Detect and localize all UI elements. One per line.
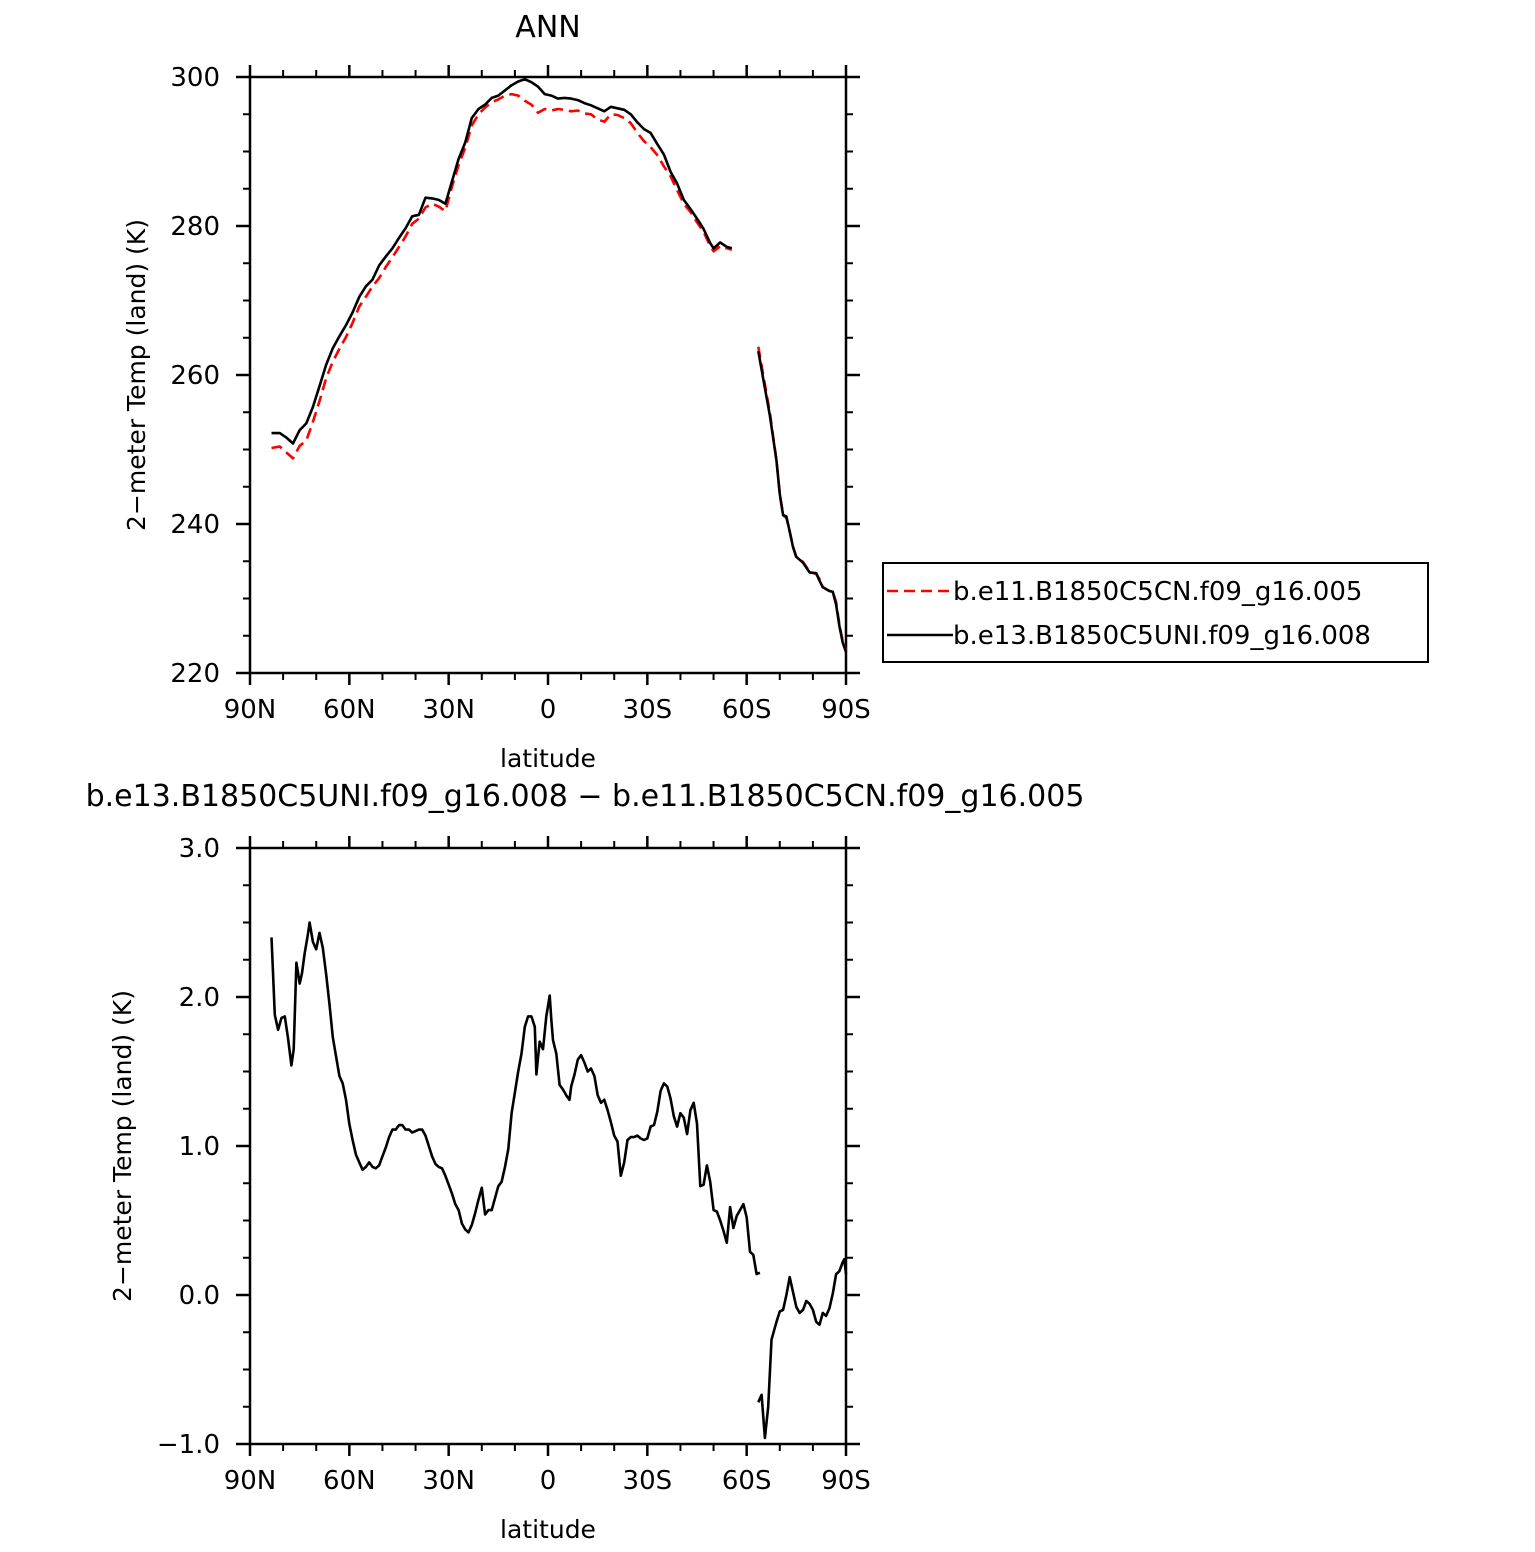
x-tick-label: 90N xyxy=(224,695,277,725)
x-tick-label: 60S xyxy=(722,1466,772,1496)
x-tick-label: 90N xyxy=(224,1466,277,1496)
y-tick-label: 280 xyxy=(170,212,220,242)
series-line-1-segment-1 xyxy=(270,921,761,1276)
bottom-x-axis-label: latitude xyxy=(500,1515,596,1544)
legend-entry-b-e13: b.e13.B1850C5UNI.f09_g16.008 xyxy=(953,621,1371,651)
x-tick-label: 0 xyxy=(540,1466,557,1496)
y-tick-label: 0.0 xyxy=(179,1281,220,1311)
top-x-axis-label: latitude xyxy=(500,744,596,773)
x-tick-label: 0 xyxy=(540,695,557,725)
x-tick-label: 30S xyxy=(623,695,673,725)
x-tick-label: 30S xyxy=(623,1466,673,1496)
y-tick-label: 220 xyxy=(170,659,220,689)
x-tick-label: 90S xyxy=(821,1466,871,1496)
bottom-chart-title: b.e13.B1850C5UNI.f09_g16.008 − b.e11.B18… xyxy=(86,779,1085,814)
series-line-1-segment-1 xyxy=(271,92,733,460)
series-line-1-segment-2 xyxy=(757,346,848,652)
x-tick-label: 60S xyxy=(722,695,772,725)
bottom-plot-frame xyxy=(248,846,848,1446)
y-tick-label: 260 xyxy=(170,361,220,391)
y-tick-label: 1.0 xyxy=(179,1132,220,1162)
top-legend: b.e11.B1850C5CN.f09_g16.005 b.e13.B1850C… xyxy=(882,562,1429,663)
series-line-1-segment-2 xyxy=(757,1257,848,1440)
top-panel: ANN latitude 2−meter Temp (land) (K) b.e… xyxy=(122,10,1429,773)
series-line-2-segment-2 xyxy=(757,350,848,653)
x-tick-label: 30N xyxy=(422,1466,475,1496)
top-plot-frame xyxy=(248,75,848,675)
legend-box xyxy=(882,562,1429,663)
bottom-y-axis-label: 2−meter Temp (land) (K) xyxy=(108,990,137,1302)
x-tick-label: 60N xyxy=(323,695,376,725)
legend-entry-b-e11: b.e11.B1850C5CN.f09_g16.005 xyxy=(953,577,1362,607)
x-tick-label: 90S xyxy=(821,695,871,725)
top-y-axis-label: 2−meter Temp (land) (K) xyxy=(122,219,151,531)
series-line-2-segment-1 xyxy=(271,77,733,445)
x-tick-label: 60N xyxy=(323,1466,376,1496)
y-tick-label: 2.0 xyxy=(179,983,220,1013)
x-tick-label: 30N xyxy=(422,695,475,725)
y-tick-label: 3.0 xyxy=(179,834,220,864)
y-tick-label: 240 xyxy=(170,510,220,540)
y-tick-label: −1.0 xyxy=(157,1430,220,1460)
bottom-panel: b.e13.B1850C5UNI.f09_g16.008 − b.e11.B18… xyxy=(86,779,1085,1544)
top-chart-title: ANN xyxy=(515,10,580,45)
y-tick-label: 300 xyxy=(170,63,220,93)
